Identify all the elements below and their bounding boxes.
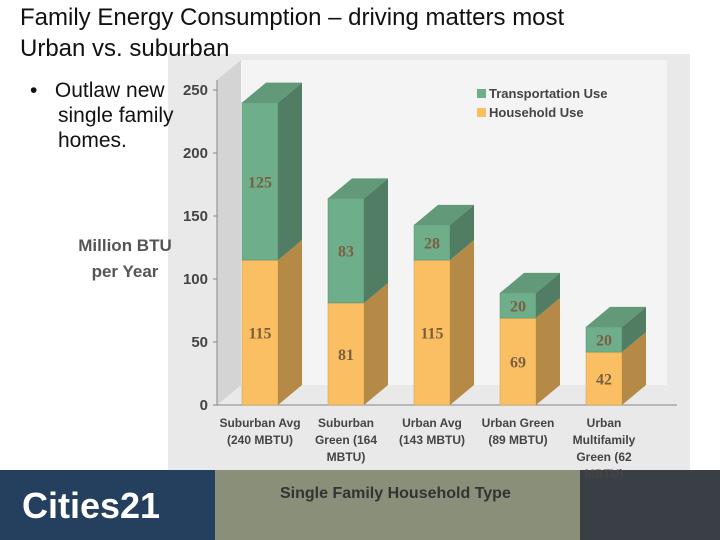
bar-side: [622, 306, 646, 353]
y-tick-label: 250: [183, 82, 208, 99]
y-axis-label: Million BTU per Year: [78, 236, 172, 281]
x-axis-label: Single Family Household Type: [280, 485, 511, 502]
bar-side: [450, 240, 474, 405]
bar-top: [500, 272, 560, 293]
y-tick-label: 50: [191, 334, 208, 351]
legend-swatch: [477, 89, 486, 98]
back-wall: [217, 60, 241, 405]
bar-segment: [241, 259, 279, 406]
value-label: 115: [248, 326, 271, 343]
bullet-text: Outlaw new single family homes.: [54, 79, 174, 152]
legend-label: Household Use: [489, 105, 584, 120]
value-label: 125: [248, 174, 272, 191]
bar-side: [536, 298, 560, 405]
value-label: 28: [424, 235, 440, 252]
bar-segment: [499, 292, 537, 319]
logo-box: [0, 470, 215, 540]
value-label: 42: [596, 372, 612, 389]
bar-side: [278, 240, 302, 405]
value-label: 81: [338, 347, 354, 364]
bar-side: [278, 82, 302, 261]
title: Family Energy Consumption – driving matt…: [20, 4, 565, 31]
subtitle: Urban vs. suburban: [20, 35, 230, 62]
bar-side: [364, 282, 388, 405]
bar-top: [242, 82, 302, 103]
bar-side: [622, 332, 646, 405]
x-tick-label: Suburban Avg (240 MBTU): [219, 416, 301, 447]
x-tick-label: Urban Green (89 MBTU): [481, 416, 555, 447]
value-label: 83: [338, 244, 354, 261]
bar-segment: [499, 317, 537, 406]
y-tick-label: 100: [183, 271, 208, 288]
y-tick-label: 0: [200, 397, 208, 414]
logo: Cities21: [22, 485, 160, 526]
x-tick-label: Urban Avg (143 MBTU): [398, 416, 465, 447]
bar-segment: [585, 351, 623, 406]
bar-top: [586, 306, 646, 327]
bar-segment: [413, 259, 451, 406]
bar-segment: [327, 198, 365, 304]
legend-swatch: [477, 108, 486, 117]
bullet: • Outlaw new single family homes.: [30, 79, 174, 152]
bar-segment: [241, 102, 279, 261]
bar-side: [536, 272, 560, 319]
value-label: 69: [510, 355, 526, 372]
value-label: 20: [510, 298, 526, 315]
y-tick-label: 200: [183, 145, 208, 162]
bar-top: [328, 178, 388, 199]
photo-strip: [215, 470, 580, 540]
value-label: 115: [420, 326, 443, 343]
bar-top: [414, 204, 474, 225]
x-tick-label: Suburban Green (164 MBTU): [314, 416, 378, 464]
bar-side: [450, 204, 474, 261]
legend-label: Transportation Use: [489, 86, 607, 101]
x-tick-label: Urban Multifamily Green (62 MBTU): [572, 416, 636, 481]
bar-segment: [327, 302, 365, 406]
value-label: 20: [596, 332, 612, 349]
bar-side: [364, 178, 388, 303]
y-tick-label: 150: [183, 208, 208, 225]
photo-strip-dark: [580, 470, 720, 540]
